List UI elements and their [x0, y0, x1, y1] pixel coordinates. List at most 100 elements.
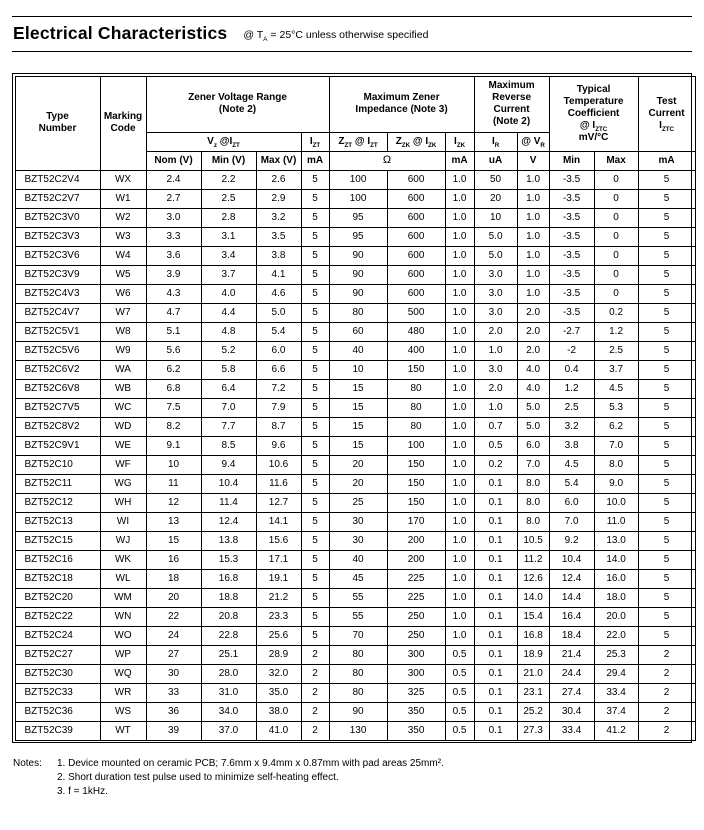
- cell-zzk: 100: [386, 435, 446, 456]
- cell-zzt: 60: [328, 321, 388, 342]
- cell-zzt: 15: [328, 378, 388, 399]
- cell-izk: 1.0: [444, 397, 475, 418]
- cell-izk: 1.0: [444, 454, 475, 475]
- cell-marking-code: WA: [99, 359, 147, 380]
- cell-test-current: 2: [637, 644, 696, 665]
- th-unit-tc-max: Max: [593, 150, 639, 171]
- th-marking-code: Marking Code: [99, 75, 147, 171]
- cell-izt: 2: [300, 663, 330, 684]
- cell-test-current: 5: [637, 587, 696, 608]
- cell-ir: 0.1: [473, 682, 518, 703]
- cell-type-number: BZT52C2V7: [14, 188, 101, 209]
- cell-test-current: 5: [637, 530, 696, 551]
- table-row: BZT52C22 WN 22 20.8 23.3 5 55 250 1.0 0.1 15.4 16.4…: [14, 606, 696, 627]
- table-row: BZT52C10 WF 10 9.4 10.6 5 20 150 1.0 0.2 7.0 4.5 8.0…: [14, 454, 696, 475]
- cell-vz-nom: 24: [145, 625, 202, 646]
- notes-section: Notes: 1. Device mounted on ceramic PCB;…: [12, 757, 692, 799]
- cell-type-number: BZT52C15: [14, 530, 101, 551]
- cell-zzk: 350: [386, 701, 446, 722]
- th-ir: IR: [473, 131, 518, 152]
- cell-test-current: 5: [637, 321, 696, 342]
- cell-ir: 1.0: [473, 340, 518, 361]
- cell-ir: 50: [473, 169, 518, 190]
- cell-tc-max: 18.0: [593, 587, 639, 608]
- cell-type-number: BZT52C3V0: [14, 207, 101, 228]
- cell-tc-max: 7.0: [593, 435, 639, 456]
- cell-zzk: 80: [386, 378, 446, 399]
- th-izk: IZK: [444, 131, 475, 152]
- cell-zzk: 400: [386, 340, 446, 361]
- cell-marking-code: WP: [99, 644, 147, 665]
- cell-vz-min: 22.8: [200, 625, 257, 646]
- cell-vr: 25.2: [516, 701, 550, 722]
- cell-ir: 0.1: [473, 492, 518, 513]
- table-row: BZT52C3V3 W3 3.3 3.1 3.5 5 95 600 1.0 5.0 1.0 -3.5 0…: [14, 226, 696, 247]
- cell-zzt: 40: [328, 549, 388, 570]
- cell-vz-nom: 8.2: [145, 416, 202, 437]
- cell-vz-max: 21.2: [255, 587, 302, 608]
- cell-test-current: 5: [637, 264, 696, 285]
- cell-type-number: BZT52C13: [14, 511, 101, 532]
- cell-izt: 2: [300, 720, 330, 741]
- cell-tc-min: 30.4: [548, 701, 595, 722]
- cell-vz-max: 5.4: [255, 321, 302, 342]
- cell-tc-max: 0: [593, 283, 639, 304]
- cell-marking-code: WG: [99, 473, 147, 494]
- cell-zzk: 150: [386, 473, 446, 494]
- cell-zzt: 90: [328, 283, 388, 304]
- cell-type-number: BZT52C2V4: [14, 169, 101, 190]
- cell-tc-max: 22.0: [593, 625, 639, 646]
- cell-tc-max: 11.0: [593, 511, 639, 532]
- table-row: BZT52C9V1 WE 9.1 8.5 9.6 5 15 100 1.0 0.5 6.0 3.8 7.…: [14, 435, 696, 456]
- cell-izk: 1.0: [444, 264, 475, 285]
- cell-type-number: BZT52C6V2: [14, 359, 101, 380]
- cell-marking-code: WB: [99, 378, 147, 399]
- cell-vr: 4.0: [516, 378, 550, 399]
- cell-tc-max: 3.7: [593, 359, 639, 380]
- cell-vz-min: 2.5: [200, 188, 257, 209]
- cell-ir: 3.0: [473, 359, 518, 380]
- cell-zzt: 80: [328, 644, 388, 665]
- cell-vz-max: 3.8: [255, 245, 302, 266]
- cell-vz-min: 6.4: [200, 378, 257, 399]
- cell-marking-code: WI: [99, 511, 147, 532]
- table-row: BZT52C5V6 W9 5.6 5.2 6.0 5 40 400 1.0 1.0 2.0 -2 2.5…: [14, 340, 696, 361]
- cell-test-current: 5: [637, 207, 696, 228]
- cell-vz-min: 2.2: [200, 169, 257, 190]
- cell-ir: 0.1: [473, 701, 518, 722]
- cell-izk: 1.0: [444, 530, 475, 551]
- cell-tc-max: 5.3: [593, 397, 639, 418]
- cell-tc-min: 4.5: [548, 454, 595, 475]
- cell-izk: 1.0: [444, 511, 475, 532]
- cell-zzk: 80: [386, 416, 446, 437]
- cell-vz-nom: 4.3: [145, 283, 202, 304]
- cell-vz-nom: 6.8: [145, 378, 202, 399]
- cell-zzk: 300: [386, 663, 446, 684]
- cell-vz-max: 3.2: [255, 207, 302, 228]
- cell-tc-max: 0: [593, 226, 639, 247]
- cell-type-number: BZT52C24: [14, 625, 101, 646]
- cell-tc-min: -3.5: [548, 169, 595, 190]
- cell-marking-code: W2: [99, 207, 147, 228]
- cell-tc-min: -3.5: [548, 283, 595, 304]
- th-unit-ohm: Ω: [328, 150, 446, 171]
- cell-tc-max: 4.5: [593, 378, 639, 399]
- cell-zzk: 150: [386, 359, 446, 380]
- notes-label: Notes:: [13, 758, 42, 769]
- cell-vz-min: 16.8: [200, 568, 257, 589]
- cell-vr: 6.0: [516, 435, 550, 456]
- title-rule: [12, 51, 692, 52]
- cell-tc-min: -3.5: [548, 207, 595, 228]
- table-row: BZT52C3V6 W4 3.6 3.4 3.8 5 90 600 1.0 5.0 1.0 -3.5 0…: [14, 245, 696, 266]
- cell-vz-min: 25.1: [200, 644, 257, 665]
- cell-vr: 8.0: [516, 492, 550, 513]
- cell-vz-nom: 22: [145, 606, 202, 627]
- cell-vr: 8.0: [516, 511, 550, 532]
- cell-zzk: 600: [386, 226, 446, 247]
- cell-izt: 5: [300, 321, 330, 342]
- table-row: BZT52C24 WO 24 22.8 25.6 5 70 250 1.0 0.1 16.8 18.4…: [14, 625, 696, 646]
- table-row: BZT52C2V7 W1 2.7 2.5 2.9 5 100 600 1.0 20 1.0 -3.5 0…: [14, 188, 696, 209]
- cell-vz-min: 10.4: [200, 473, 257, 494]
- cell-zzt: 80: [328, 682, 388, 703]
- cell-zzt: 20: [328, 454, 388, 475]
